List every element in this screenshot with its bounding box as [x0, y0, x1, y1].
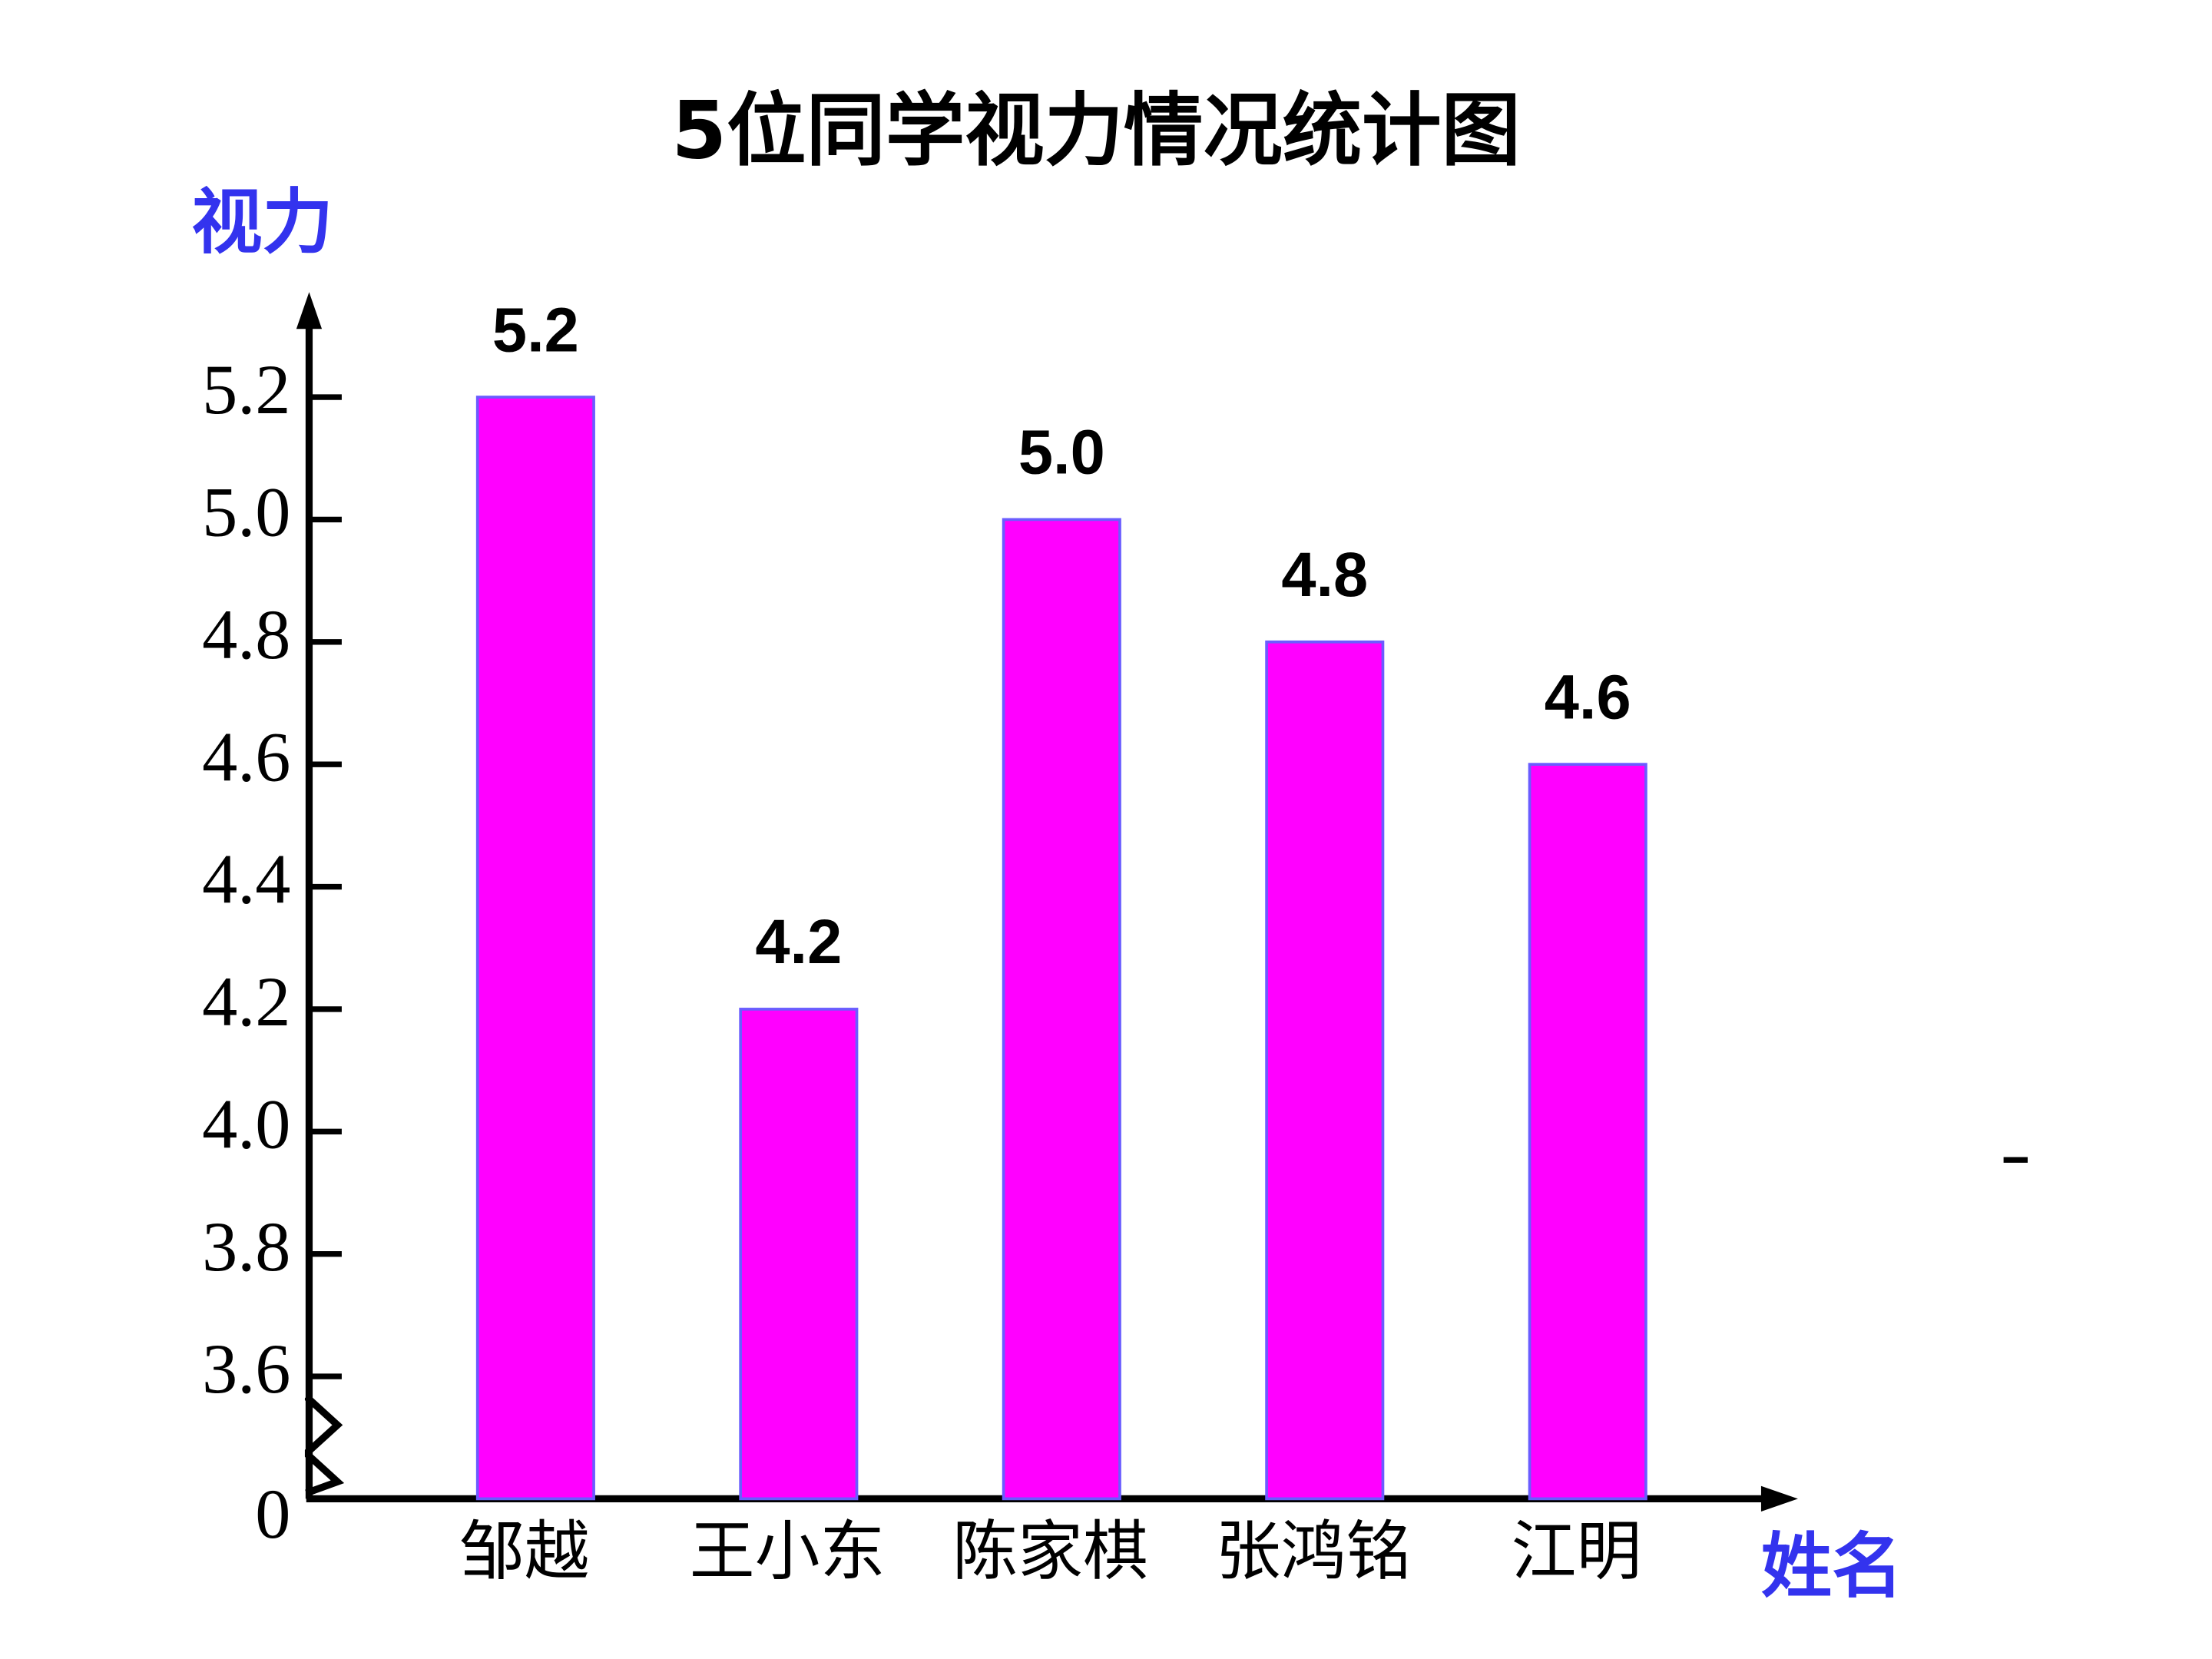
y-tick-label: 3.6: [202, 1330, 290, 1408]
bar: [739, 1008, 859, 1501]
x-tick-label: 陈家棋: [952, 1514, 1148, 1590]
y-tick-label: 0: [255, 1475, 290, 1553]
y-tick-label: 4.0: [202, 1084, 290, 1163]
bar: [1528, 763, 1647, 1501]
y-axis-title: 视力: [191, 180, 333, 263]
x-axis-arrow: [1760, 1485, 1798, 1512]
data-label: 5.0: [1018, 418, 1105, 488]
y-tick-label: 4.8: [202, 595, 290, 674]
break-gap: [290, 1382, 305, 1496]
x-tick-label: 江明: [1512, 1514, 1642, 1590]
data-label: 4.8: [1281, 540, 1368, 610]
y-tick-label: 3.8: [202, 1207, 290, 1286]
data-label: 5.2: [492, 295, 579, 365]
x-axis-title: 姓名: [1761, 1525, 1903, 1608]
bar: [475, 396, 595, 1501]
y-axis-arrow: [296, 292, 323, 329]
y-tick-label: 4.4: [202, 840, 290, 919]
x-tick-label: 张鸿铭: [1216, 1514, 1412, 1590]
bar: [1265, 640, 1385, 1501]
data-label: 4.2: [755, 907, 842, 977]
y-tick-label: 4.2: [202, 962, 290, 1041]
bar: [1002, 518, 1121, 1501]
y-tick-label: 5.2: [202, 350, 290, 429]
y-tick-label: 4.6: [202, 717, 290, 796]
y-tick-label: 5.0: [202, 473, 290, 551]
data-label: 4.6: [1545, 662, 1631, 732]
chart-title: 5位同学视力情况统计图: [671, 85, 1521, 177]
x-tick-label: 王小东: [690, 1514, 886, 1590]
x-tick-label: 邹越: [459, 1514, 590, 1590]
axis-break: [300, 1394, 345, 1497]
